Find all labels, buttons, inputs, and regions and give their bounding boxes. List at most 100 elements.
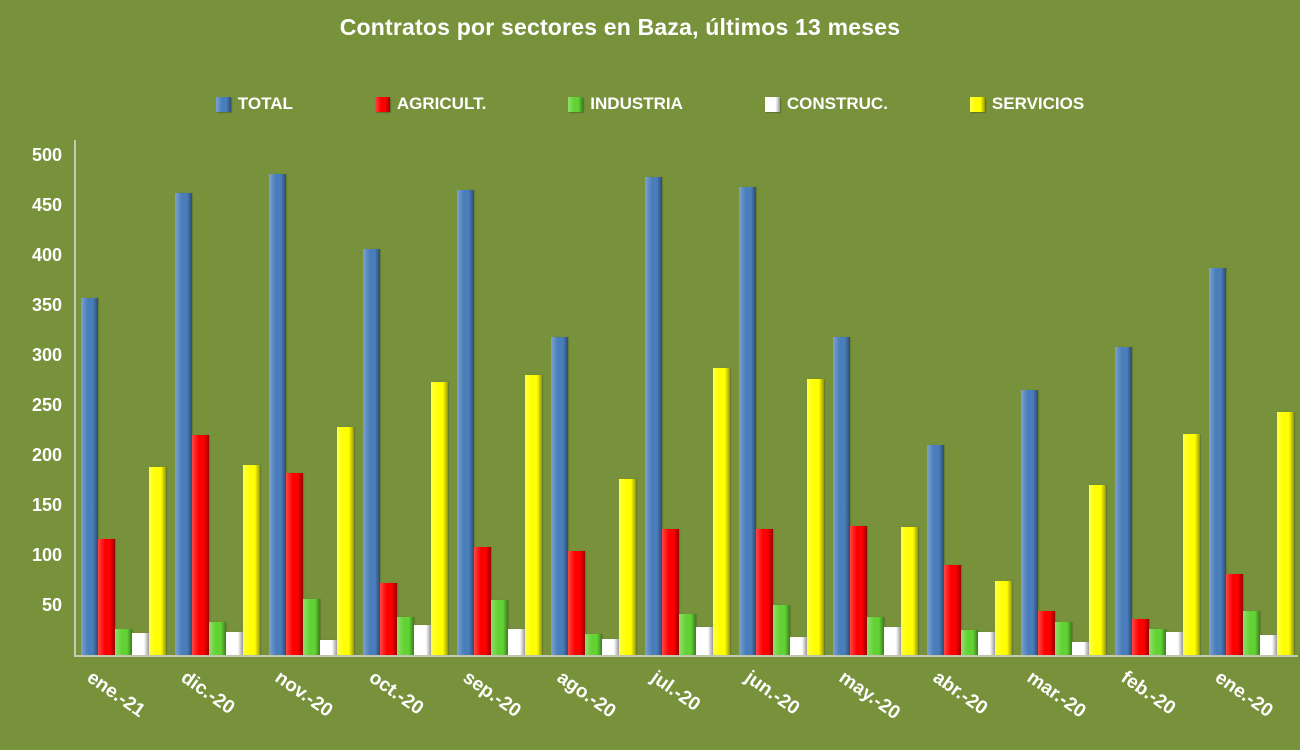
bar-cluster [174,140,260,655]
y-tick-label: 400 [31,245,62,265]
plot-area: ene.-21 dic.-20 nov.-20 oct.-20 sep.-20 ago.-… [74,140,1298,724]
bar-construc [789,637,807,655]
x-axis-label: may.-20 [834,667,904,724]
bar-total [738,187,756,655]
x-axis-label: jun.-20 [740,667,803,720]
bar-group-ene-20: ene.-20 [1204,140,1298,722]
bar-servicios [1276,412,1294,655]
y-tick-label: 50 [41,595,62,615]
legend-item-total: TOTAL [215,94,293,114]
bar-agricult [473,547,491,655]
bar-industria [1054,622,1072,655]
bar-total [268,174,286,655]
bar-agricult [191,435,209,655]
y-tick-label: 150 [31,495,62,515]
bar-cluster [362,140,448,655]
y-tick-label: 450 [31,195,62,215]
bar-groups: ene.-21 dic.-20 nov.-20 oct.-20 sep.-20 ago.-… [76,140,1298,724]
bar-industria [772,605,790,655]
bar-industria [678,614,696,655]
bar-total [80,298,98,655]
bar-industria [208,622,226,655]
bar-cluster [456,140,542,655]
legend-label: CONSTRUC. [786,94,888,113]
bar-total [926,445,944,655]
bar-group-jun-20: jun.-20 [734,140,828,719]
bar-construc [413,625,431,655]
legend-swatch-servicios-icon [969,96,985,112]
bar-group-oct-20: oct.-20 [358,140,452,719]
bar-cluster [550,140,636,655]
bar-cluster [832,140,918,655]
bar-agricult [1131,619,1149,655]
bar-construc [695,627,713,655]
bar-construc [883,627,901,655]
legend-label: AGRICULT. [396,94,487,113]
y-axis: 50 100 150 200 250 300 350 400 450 500 [18,140,70,655]
bar-construc [507,629,525,655]
bar-servicios [806,379,824,655]
bar-construc [131,633,149,655]
x-axis-label: ene.-21 [82,667,149,722]
chart-title: Contratos por sectores en Baza, últimos … [339,14,901,40]
bar-group-feb-20: feb.-20 [1110,140,1204,719]
bar-cluster [1114,140,1200,655]
bar-cluster [738,140,824,655]
bar-total [644,177,662,655]
bar-cluster [1020,140,1106,655]
x-axis-label: dic.-20 [176,667,239,719]
y-tick-label: 250 [31,395,62,415]
bar-servicios [712,368,730,655]
chart: 50 100 150 200 250 300 350 400 450 500 ene.-21 dic… [18,140,1298,740]
legend-item-construc: CONSTRUC. [764,94,888,114]
bar-total [174,193,192,655]
bar-agricult [567,551,585,655]
bar-construc [1071,642,1089,655]
bar-industria [490,600,508,655]
bar-group-ago-20: ago.-20 [546,140,640,722]
bar-servicios [336,427,354,655]
x-axis-label: ago.-20 [552,667,620,723]
bar-agricult [755,529,773,655]
bar-agricult [379,583,397,655]
bar-agricult [1225,574,1243,655]
bar-construc [1259,635,1277,655]
bar-servicios [618,479,636,655]
bar-cluster [644,140,730,655]
bar-industria [866,617,884,655]
legend-swatch-agricult-icon [374,96,390,112]
legend-label: INDUSTRIA [590,94,683,113]
x-axis-label: nov.-20 [270,667,337,722]
legend-label: TOTAL [237,94,293,113]
bar-total [832,337,850,655]
bar-total [456,190,474,655]
bar-group-dic-20: dic.-20 [170,140,264,719]
bar-cluster [926,140,1012,655]
y-tick-label: 200 [31,445,62,465]
bar-total [1114,347,1132,655]
bar-group-mar-20: mar.-20 [1016,140,1110,722]
bar-servicios [900,527,918,655]
y-tick-label: 100 [31,545,62,565]
bar-industria [960,630,978,655]
bar-cluster [80,140,166,655]
bar-construc [601,639,619,655]
y-tick-label: 350 [31,295,62,315]
x-axis-label: sep.-20 [458,667,525,722]
bar-servicios [430,382,448,655]
bar-servicios [1182,434,1200,655]
bar-group-ene-21: ene.-21 [76,140,170,722]
bar-group-nov-20: nov.-20 [264,140,358,722]
legend-item-agricult: AGRICULT. [374,94,487,114]
y-tick-label: 300 [31,345,62,365]
legend-item-servicios: SERVICIOS [969,94,1085,114]
x-axis-label: feb.-20 [1116,667,1179,720]
x-axis-label: oct.-20 [364,667,427,720]
legend-label: SERVICIOS [991,94,1085,113]
y-tick-label: 500 [31,145,62,165]
legend-swatch-construc-icon [764,96,780,112]
bar-servicios [994,581,1012,655]
bar-total [362,249,380,655]
legend-swatch-total-icon [215,96,231,112]
bar-group-may-20: may.-20 [828,140,922,724]
